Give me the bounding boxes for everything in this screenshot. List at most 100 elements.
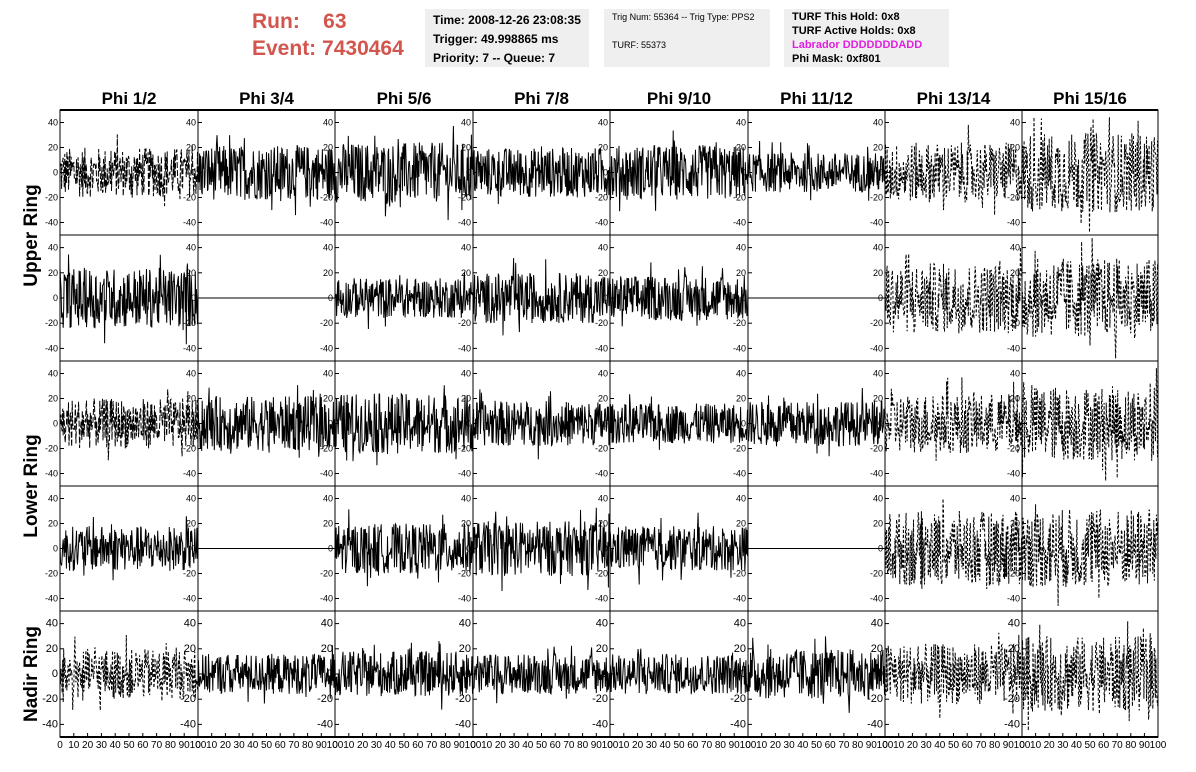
y-tick-label: 40 (323, 494, 333, 504)
y-tick-label: 40 (736, 494, 746, 504)
phi-mask-text: Phi Mask: 0xf801 (792, 53, 881, 65)
y-tick-label: 20 (873, 519, 883, 529)
y-tick-label: -40 (42, 718, 58, 730)
y-tick-label: -20 (320, 318, 333, 328)
x-tick-label: 70 (426, 740, 438, 751)
y-tick-label: 0 (603, 168, 608, 178)
y-tick-label: -40 (183, 218, 196, 228)
y-tick-label: 20 (598, 268, 608, 278)
y-tick-label: 0 (52, 668, 58, 680)
y-tick-label: -20 (733, 569, 746, 579)
x-tick-label: 20 (770, 740, 782, 751)
column-header: Phi 1/2 (102, 89, 157, 108)
y-tick-label: 0 (191, 168, 196, 178)
y-tick-label: -20 (592, 693, 608, 705)
waveform-trace (59, 634, 199, 711)
y-tick-label: 40 (736, 118, 746, 128)
x-tick-label: 0 (57, 740, 63, 751)
waveform-trace (1021, 621, 1159, 731)
y-tick-label: 20 (186, 394, 196, 404)
y-tick-label: -20 (317, 693, 333, 705)
y-tick-label: -20 (458, 318, 471, 328)
y-tick-label: -40 (733, 469, 746, 479)
y-tick-label: 40 (736, 243, 746, 253)
waveform-trace (334, 272, 474, 330)
y-tick-label: 40 (46, 618, 58, 630)
y-tick-label: -20 (45, 318, 58, 328)
y-tick-label: 0 (53, 419, 58, 429)
y-tick-label: 40 (323, 369, 333, 379)
y-tick-label: -40 (595, 594, 608, 604)
y-tick-label: -40 (180, 718, 196, 730)
y-tick-label: -20 (45, 444, 58, 454)
y-tick-label: 40 (48, 118, 58, 128)
x-tick-label: 70 (838, 740, 850, 751)
waveform-trace (472, 389, 611, 460)
x-tick-label: 50 (673, 740, 685, 751)
y-tick-label: -40 (45, 469, 58, 479)
x-tick-label: 40 (110, 740, 122, 751)
x-tick-label: 80 (989, 740, 1001, 751)
y-tick-label: 20 (736, 143, 746, 153)
x-tick-label: 70 (1112, 740, 1124, 751)
y-tick-label: -20 (458, 569, 471, 579)
x-tick-label: 50 (948, 740, 960, 751)
x-tick-label: 30 (646, 740, 658, 751)
x-tick-label: 90 (179, 740, 191, 751)
y-tick-label: -20 (183, 193, 196, 203)
run-label: Run: (252, 10, 300, 33)
event-label: Event: (252, 37, 317, 60)
y-tick-label: -20 (45, 569, 58, 579)
trig-num-text: Trig Num: 55364 -- Trig Type: PPS2 (612, 12, 755, 22)
x-tick-label: 10 (343, 740, 355, 751)
y-tick-label: 20 (598, 143, 608, 153)
y-tick-label: 20 (48, 519, 58, 529)
x-tick-label: 0 (607, 740, 613, 751)
x-tick-label: 40 (1071, 740, 1083, 751)
y-tick-label: 20 (184, 643, 196, 655)
y-tick-label: 20 (186, 268, 196, 278)
y-tick-label: 20 (48, 268, 58, 278)
x-tick-label: 60 (1098, 740, 1110, 751)
y-tick-label: -20 (595, 444, 608, 454)
x-tick-label: 70 (563, 740, 575, 751)
x-tick-label: 70 (701, 740, 713, 751)
y-tick-label: 20 (323, 394, 333, 404)
y-tick-label: 0 (740, 668, 746, 680)
y-tick-label: -40 (45, 218, 58, 228)
waveform-trace (747, 636, 886, 713)
y-tick-label: 40 (1010, 243, 1020, 253)
y-tick-label: 20 (1010, 143, 1020, 153)
waveform-trace (472, 257, 611, 336)
y-tick-label: -20 (180, 693, 196, 705)
x-tick-label: 20 (1044, 740, 1056, 751)
y-tick-label: -40 (733, 594, 746, 604)
y-tick-label: 40 (598, 369, 608, 379)
waveform-trace (472, 146, 611, 205)
y-tick-label: 40 (598, 118, 608, 128)
y-tick-label: 40 (323, 243, 333, 253)
x-tick-label: 100 (465, 740, 482, 751)
y-tick-label: -20 (183, 444, 196, 454)
y-tick-label: 20 (48, 394, 58, 404)
y-tick-label: 0 (328, 419, 333, 429)
run-event-header: Run: 63 Event: 7430464 (252, 8, 422, 62)
x-tick-label: 0 (470, 740, 476, 751)
waveform-trace (1021, 117, 1159, 233)
x-tick-label: 30 (921, 740, 933, 751)
waveform-trace (59, 516, 199, 581)
y-tick-label: -40 (458, 469, 471, 479)
y-tick-label: -20 (595, 193, 608, 203)
y-tick-label: 40 (1008, 618, 1020, 630)
y-tick-label: -20 (733, 318, 746, 328)
x-tick-label: 10 (756, 740, 768, 751)
y-tick-label: -40 (733, 218, 746, 228)
y-tick-label: -40 (458, 343, 471, 353)
y-tick-label: 0 (53, 544, 58, 554)
x-tick-label: 30 (509, 740, 521, 751)
x-tick-label: 60 (137, 740, 149, 751)
x-tick-label: 100 (877, 740, 894, 751)
y-tick-label: 40 (734, 618, 746, 630)
waveform-trace (472, 645, 611, 704)
